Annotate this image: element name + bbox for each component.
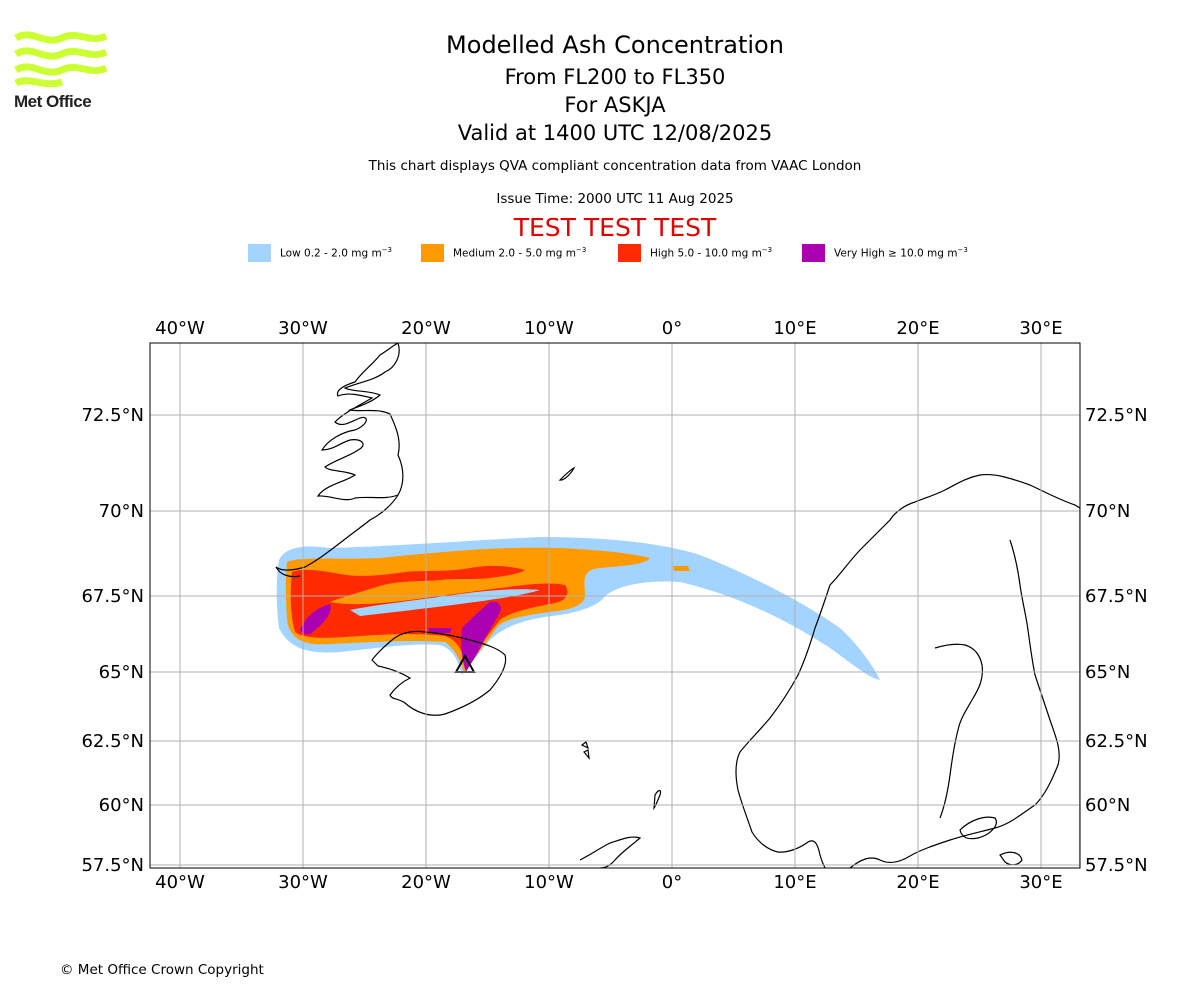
- map-frame: [149, 342, 1081, 869]
- lat-label-right: 65°N: [1085, 662, 1130, 683]
- chart-titles: Modelled Ash Concentration From FL200 to…: [0, 30, 1200, 147]
- lon-label-top: 40°W: [155, 318, 205, 339]
- coastlines: [275, 343, 1080, 868]
- valid-time: Valid at 1400 UTC 12/08/2025: [457, 121, 773, 145]
- test-banner: TEST TEST TEST: [513, 213, 717, 242]
- legend-label-medium: Medium 2.0 - 5.0 mg m−3: [453, 246, 587, 260]
- lon-label-top: 10°W: [524, 318, 574, 339]
- lat-label-right: 60°N: [1085, 795, 1130, 816]
- lat-label-left: 65°N: [99, 662, 144, 683]
- legend-swatch-high: [618, 244, 641, 262]
- met-office-logo: Met Office: [14, 30, 109, 112]
- lat-label-right: 62.5°N: [1085, 731, 1148, 752]
- lat-label-right: 57.5°N: [1085, 855, 1148, 876]
- lon-label-top: 30°W: [278, 318, 328, 339]
- lon-label-top: 10°E: [773, 318, 816, 339]
- lat-label-left: 72.5°N: [81, 405, 144, 426]
- legend-label-low: Low 0.2 - 2.0 mg m−3: [280, 246, 393, 260]
- lat-label-left: 70°N: [99, 501, 144, 522]
- lon-label-top: 30°E: [1019, 318, 1062, 339]
- lon-label-bottom: 20°W: [401, 872, 451, 893]
- lon-label-bottom: 20°E: [896, 872, 939, 893]
- ash-very-high-concentration: [300, 601, 501, 672]
- lon-label-bottom: 40°W: [155, 872, 205, 893]
- lon-label-bottom: 10°W: [524, 872, 574, 893]
- legend-label-very-high: Very High ≥ 10.0 mg m−3: [834, 246, 968, 260]
- lat-label-right: 70°N: [1085, 501, 1130, 522]
- lat-label-right: 67.5°N: [1085, 586, 1148, 607]
- legend-swatch-very-high: [802, 244, 825, 262]
- page-title: Modelled Ash Concentration: [446, 31, 784, 59]
- graticule: [150, 343, 1080, 868]
- legend-swatch-low: [248, 244, 271, 262]
- subtitle: This chart displays QVA compliant concen…: [368, 158, 862, 174]
- lon-label-top: 0°: [662, 318, 682, 339]
- lat-label-left: 62.5°N: [81, 731, 144, 752]
- lon-label-top: 20°W: [401, 318, 451, 339]
- legend-swatch-medium: [421, 244, 444, 262]
- lon-label-top: 20°E: [896, 318, 939, 339]
- lon-label-bottom: 30°E: [1019, 872, 1062, 893]
- issue-time: Issue Time: 2000 UTC 11 Aug 2025: [496, 191, 734, 207]
- lat-label-left: 57.5°N: [81, 855, 144, 876]
- volcano-name: For ASKJA: [564, 93, 666, 117]
- lat-label-left: 67.5°N: [81, 586, 144, 607]
- lat-label-left: 60°N: [99, 795, 144, 816]
- logo-text: Met Office: [14, 92, 92, 111]
- lat-label-right: 72.5°N: [1085, 405, 1148, 426]
- legend: Low 0.2 - 2.0 mg m−3 Medium 2.0 - 5.0 mg…: [0, 244, 1200, 264]
- lon-label-bottom: 10°E: [773, 872, 816, 893]
- copyright-notice: © Met Office Crown Copyright: [60, 962, 264, 978]
- lon-label-bottom: 30°W: [278, 872, 328, 893]
- logo-waves-icon: [14, 31, 108, 88]
- flight-levels: From FL200 to FL350: [504, 65, 726, 89]
- legend-label-high: High 5.0 - 10.0 mg m−3: [650, 246, 773, 260]
- lon-label-bottom: 0°: [662, 872, 682, 893]
